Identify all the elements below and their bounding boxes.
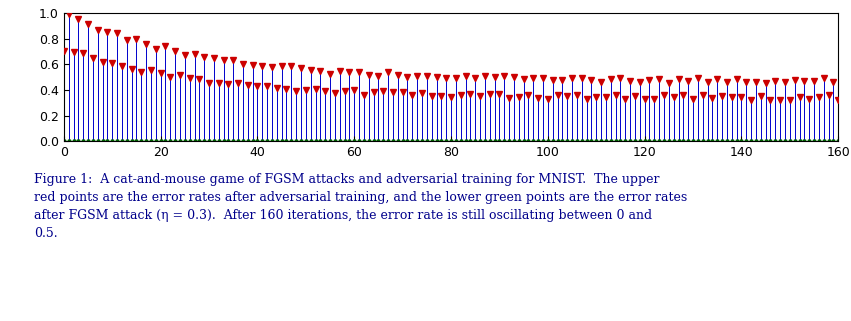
Text: Figure 1:  A cat-and-mouse game of FGSM attacks and adversarial training for MNI: Figure 1: A cat-and-mouse game of FGSM a…: [34, 173, 688, 240]
